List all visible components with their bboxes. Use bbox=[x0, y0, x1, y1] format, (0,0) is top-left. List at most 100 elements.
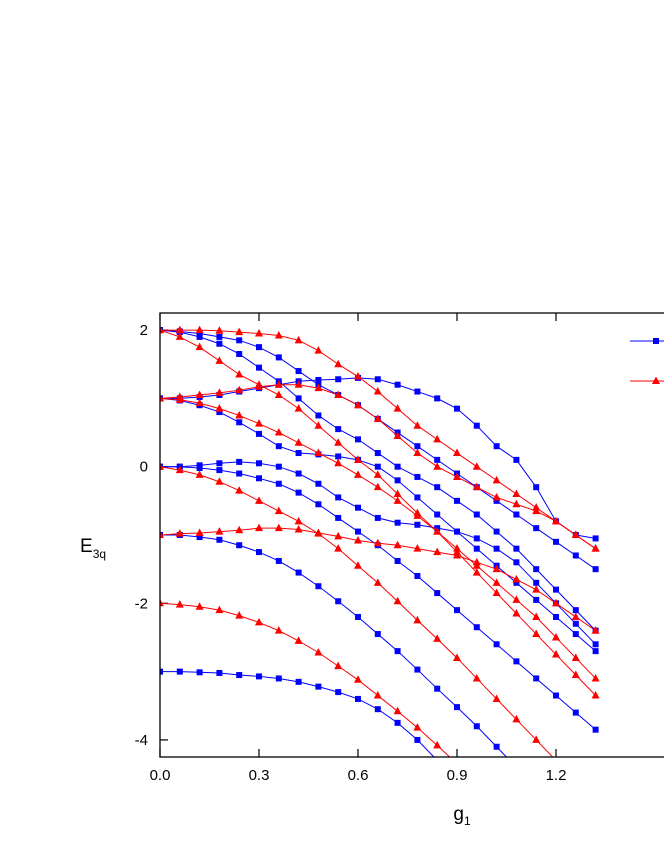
marker bbox=[532, 629, 541, 638]
marker bbox=[215, 326, 224, 334]
marker bbox=[274, 390, 283, 398]
marker bbox=[434, 590, 441, 597]
marker bbox=[195, 390, 204, 398]
marker bbox=[196, 534, 203, 541]
series-line bbox=[160, 466, 596, 731]
marker bbox=[334, 438, 343, 446]
marker bbox=[160, 325, 164, 334]
marker bbox=[275, 463, 282, 470]
marker bbox=[275, 675, 282, 682]
marker bbox=[414, 473, 421, 480]
marker bbox=[413, 508, 422, 517]
marker bbox=[553, 613, 559, 620]
marker bbox=[394, 381, 401, 388]
marker bbox=[295, 470, 302, 477]
marker bbox=[433, 740, 442, 749]
x-tick-label: 0.6 bbox=[348, 767, 369, 784]
marker bbox=[236, 337, 243, 344]
marker bbox=[335, 598, 342, 605]
marker bbox=[492, 564, 501, 573]
marker bbox=[334, 458, 343, 467]
marker bbox=[235, 327, 244, 336]
marker bbox=[373, 414, 382, 422]
marker bbox=[513, 658, 520, 665]
marker bbox=[236, 542, 243, 549]
marker bbox=[533, 484, 540, 491]
x-tick-label: 0.0 bbox=[150, 767, 171, 784]
y-axis-label: E3q bbox=[80, 536, 106, 561]
marker bbox=[274, 523, 283, 532]
series-line bbox=[160, 671, 435, 757]
marker bbox=[513, 456, 520, 463]
marker bbox=[175, 600, 184, 608]
marker bbox=[315, 412, 322, 419]
marker bbox=[533, 675, 540, 682]
marker bbox=[355, 613, 361, 620]
marker bbox=[195, 342, 204, 351]
marker bbox=[533, 566, 540, 573]
marker bbox=[394, 477, 401, 484]
marker bbox=[393, 431, 402, 439]
x-axis-label: g1 bbox=[453, 804, 471, 828]
marker bbox=[314, 529, 323, 537]
marker bbox=[236, 458, 243, 465]
marker bbox=[532, 585, 541, 593]
marker bbox=[274, 506, 283, 515]
marker bbox=[373, 538, 382, 547]
marker bbox=[215, 605, 224, 614]
marker bbox=[314, 421, 323, 429]
marker bbox=[374, 514, 381, 521]
marker bbox=[255, 419, 263, 427]
marker bbox=[393, 489, 402, 498]
marker bbox=[195, 602, 204, 610]
marker bbox=[255, 328, 263, 337]
marker bbox=[216, 409, 223, 416]
marker bbox=[454, 704, 460, 711]
marker bbox=[196, 330, 203, 337]
marker bbox=[334, 531, 343, 540]
marker bbox=[294, 335, 303, 344]
marker bbox=[591, 544, 600, 552]
marker bbox=[512, 574, 521, 583]
marker bbox=[533, 579, 540, 586]
marker bbox=[314, 647, 323, 656]
series-line bbox=[160, 602, 451, 757]
marker bbox=[512, 489, 521, 498]
marker bbox=[295, 569, 302, 576]
marker bbox=[571, 530, 580, 538]
marker bbox=[335, 426, 342, 433]
marker bbox=[255, 617, 263, 626]
marker bbox=[373, 387, 382, 395]
marker bbox=[413, 723, 422, 731]
marker bbox=[275, 354, 282, 361]
marker bbox=[355, 436, 361, 443]
y-tick-label: -4 bbox=[135, 732, 148, 749]
x-label-sub: 1 bbox=[464, 814, 471, 828]
marker bbox=[373, 470, 382, 478]
marker bbox=[473, 624, 480, 631]
marker bbox=[393, 404, 402, 412]
marker bbox=[453, 653, 461, 661]
marker bbox=[256, 430, 262, 437]
marker bbox=[472, 462, 481, 470]
series-line bbox=[160, 377, 596, 539]
marker bbox=[334, 390, 343, 398]
marker bbox=[355, 528, 361, 535]
marker bbox=[454, 497, 460, 504]
marker bbox=[195, 325, 204, 334]
marker bbox=[592, 535, 599, 542]
x-tick-label: 1.2 bbox=[546, 767, 567, 784]
marker bbox=[513, 559, 520, 566]
marker bbox=[513, 511, 520, 518]
marker bbox=[393, 596, 402, 605]
marker bbox=[453, 448, 461, 457]
marker bbox=[216, 467, 223, 474]
legend-marker bbox=[653, 338, 659, 344]
marker bbox=[175, 332, 184, 340]
marker bbox=[196, 462, 203, 469]
marker bbox=[275, 480, 282, 487]
marker bbox=[295, 395, 302, 402]
marker bbox=[274, 626, 283, 634]
marker bbox=[413, 421, 422, 429]
marker bbox=[492, 492, 501, 501]
